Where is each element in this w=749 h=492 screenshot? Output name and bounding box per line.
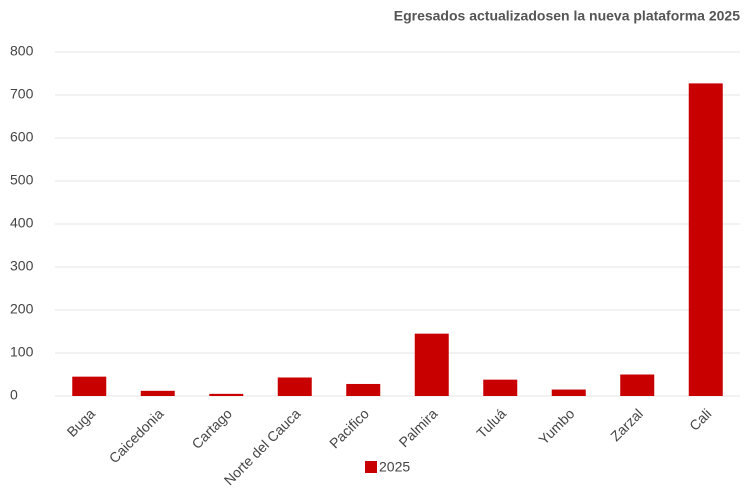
bar [140, 390, 175, 396]
y-tick-label: 600 [10, 129, 34, 145]
bar [483, 379, 518, 396]
y-tick-label: 500 [10, 172, 34, 188]
x-tick-label: Cali [686, 405, 714, 433]
x-tick-label: Zarzal [607, 405, 646, 444]
y-tick-label: 0 [10, 387, 18, 403]
x-tick-label: Caicedonia [106, 405, 167, 466]
x-tick-label: Yumbo [535, 405, 577, 447]
legend-swatch [365, 461, 377, 473]
x-tick-label: Pacifico [326, 405, 372, 451]
bar [346, 383, 381, 396]
bar [551, 389, 586, 396]
bar [620, 374, 655, 396]
chart-title: Egresados actualizadosen la nueva plataf… [394, 8, 740, 24]
x-tick-label: Tuluá [473, 405, 509, 441]
bar [688, 83, 723, 396]
y-tick-label: 400 [10, 215, 34, 231]
y-tick-label: 200 [10, 301, 34, 317]
bar [209, 393, 244, 396]
y-tick-label: 300 [10, 258, 34, 274]
x-tick-label: Buga [64, 405, 99, 440]
bar [72, 376, 107, 396]
y-tick-label: 800 [10, 43, 34, 59]
x-tick-label: Cartago [188, 405, 235, 452]
x-tick-label: Palmira [396, 405, 441, 450]
bar [277, 377, 312, 396]
legend-label: 2025 [379, 459, 410, 475]
y-tick-label: 100 [10, 344, 34, 360]
bar [414, 333, 449, 396]
y-tick-label: 700 [10, 86, 34, 102]
